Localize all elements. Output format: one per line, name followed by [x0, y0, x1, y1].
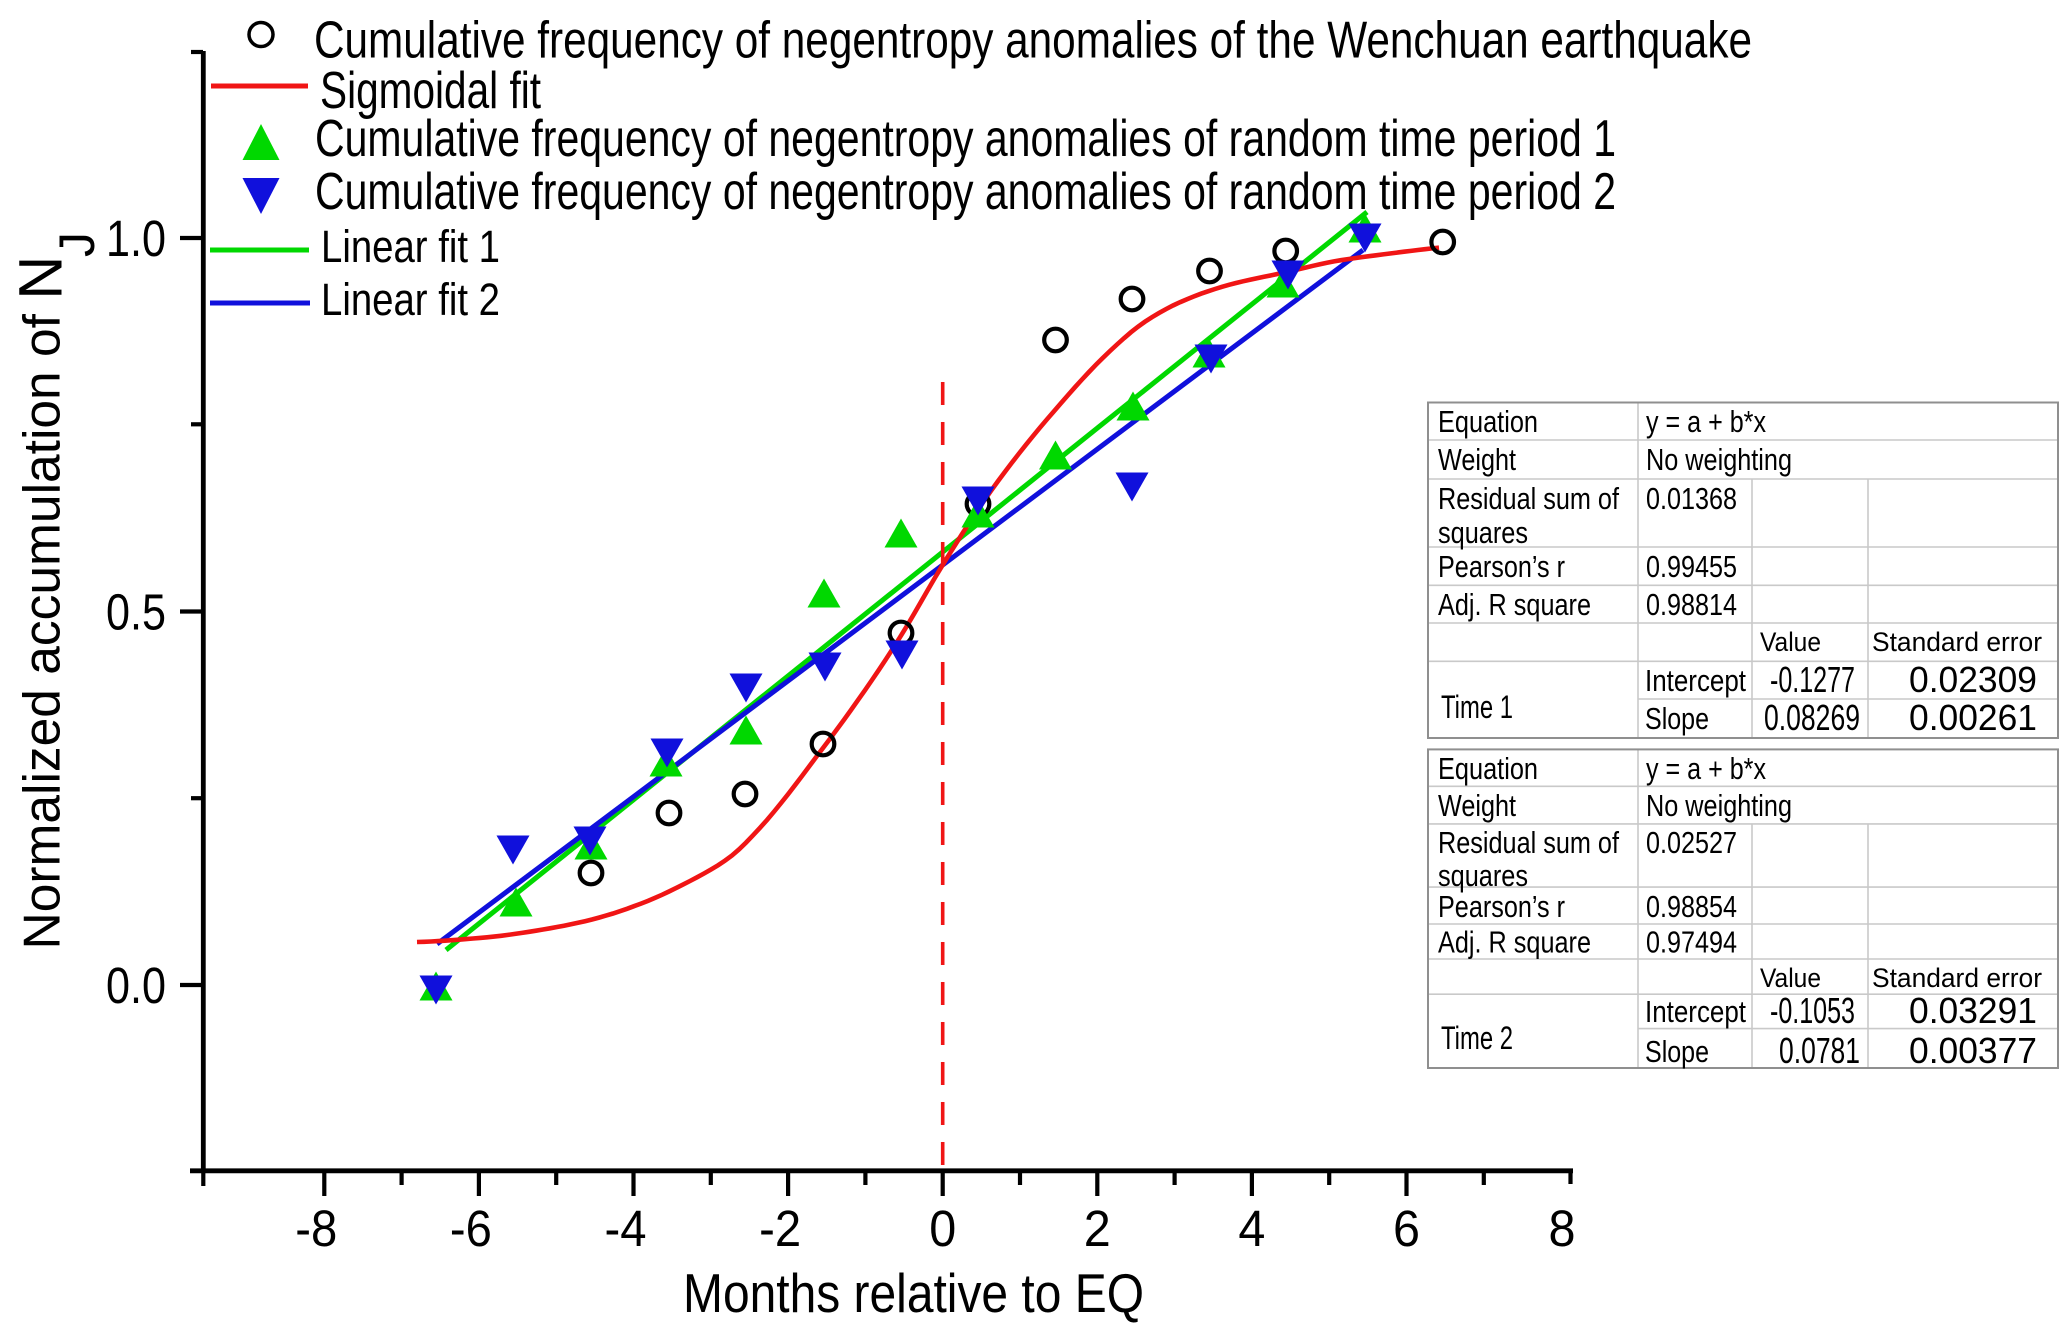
svg-text:Cumulative frequency of negent: Cumulative frequency of negentropy anoma… — [315, 163, 1616, 221]
svg-text:4: 4 — [1238, 1200, 1265, 1257]
svg-text:Slope: Slope — [1645, 1034, 1709, 1069]
svg-text:Weight: Weight — [1438, 788, 1516, 823]
svg-text:Value: Value — [1760, 627, 1821, 657]
svg-text:0.98814: 0.98814 — [1646, 587, 1737, 622]
svg-text:No weighting: No weighting — [1646, 442, 1792, 477]
svg-text:Normalized accumulation of: Normalized accumulation of — [13, 313, 71, 949]
svg-text:0.00261: 0.00261 — [1909, 697, 2037, 738]
svg-text:Adj. R square: Adj. R square — [1438, 925, 1591, 960]
svg-text:0.02527: 0.02527 — [1646, 825, 1737, 860]
svg-text:Cumulative frequency of negent: Cumulative frequency of negentropy anoma… — [314, 12, 1752, 70]
svg-text:Time 1: Time 1 — [1441, 689, 1513, 725]
svg-text:Time 2: Time 2 — [1441, 1020, 1513, 1056]
svg-text:0.97494: 0.97494 — [1646, 925, 1737, 960]
svg-text:Weight: Weight — [1438, 442, 1516, 477]
svg-text:Residual sum of: Residual sum of — [1438, 481, 1619, 516]
svg-text:Linear fit 2: Linear fit 2 — [321, 274, 500, 325]
svg-text:0.03291: 0.03291 — [1909, 990, 2037, 1031]
svg-text:-2: -2 — [759, 1200, 801, 1257]
svg-text:squares: squares — [1438, 515, 1528, 550]
svg-text:0.0781: 0.0781 — [1779, 1030, 1860, 1071]
svg-text:0.0: 0.0 — [106, 957, 166, 1014]
svg-text:8: 8 — [1549, 1200, 1576, 1257]
svg-text:Adj. R square: Adj. R square — [1438, 587, 1591, 622]
svg-text:Cumulative frequency of negent: Cumulative frequency of negentropy anoma… — [315, 110, 1616, 168]
svg-text:0.02309: 0.02309 — [1909, 659, 2037, 700]
svg-text:1.0: 1.0 — [106, 210, 166, 267]
svg-text:Intercept: Intercept — [1645, 663, 1746, 698]
svg-text:-6: -6 — [450, 1200, 492, 1257]
svg-text:-8: -8 — [295, 1200, 337, 1257]
svg-text:Linear fit 1: Linear fit 1 — [321, 221, 500, 272]
svg-text:J: J — [49, 232, 105, 257]
svg-text:Residual sum of: Residual sum of — [1438, 825, 1619, 860]
svg-text:Standard error: Standard error — [1872, 627, 2042, 657]
svg-text:y = a + b*x: y = a + b*x — [1646, 404, 1766, 439]
svg-text:Standard error: Standard error — [1872, 963, 2042, 993]
svg-text:0.00377: 0.00377 — [1909, 1030, 2037, 1071]
svg-text:Sigmoidal fit: Sigmoidal fit — [320, 62, 541, 120]
svg-text:Value: Value — [1760, 963, 1821, 993]
svg-text:2: 2 — [1084, 1200, 1111, 1257]
svg-text:Intercept: Intercept — [1645, 994, 1746, 1029]
svg-text:0.99455: 0.99455 — [1646, 549, 1737, 584]
svg-text:Equation: Equation — [1438, 751, 1538, 786]
svg-text:0.08269: 0.08269 — [1764, 697, 1860, 738]
svg-text:Equation: Equation — [1438, 404, 1538, 439]
svg-text:6: 6 — [1393, 1200, 1420, 1257]
svg-text:0.98854: 0.98854 — [1646, 889, 1737, 924]
svg-text:0.5: 0.5 — [106, 584, 166, 641]
svg-text:Months relative to EQ: Months relative to EQ — [683, 1262, 1144, 1324]
svg-text:No weighting: No weighting — [1646, 788, 1792, 823]
svg-text:Pearson’s r: Pearson’s r — [1438, 889, 1565, 924]
svg-text:Slope: Slope — [1645, 701, 1709, 736]
svg-text:Pearson’s r: Pearson’s r — [1438, 549, 1565, 584]
svg-text:0: 0 — [929, 1200, 956, 1257]
svg-text:-4: -4 — [605, 1200, 647, 1257]
svg-text:N: N — [7, 256, 75, 300]
svg-text:squares: squares — [1438, 858, 1528, 893]
svg-text:-0.1053: -0.1053 — [1770, 990, 1855, 1031]
svg-text:0.01368: 0.01368 — [1646, 481, 1737, 516]
svg-text:-0.1277: -0.1277 — [1770, 659, 1855, 700]
svg-text:y = a + b*x: y = a + b*x — [1646, 751, 1766, 786]
